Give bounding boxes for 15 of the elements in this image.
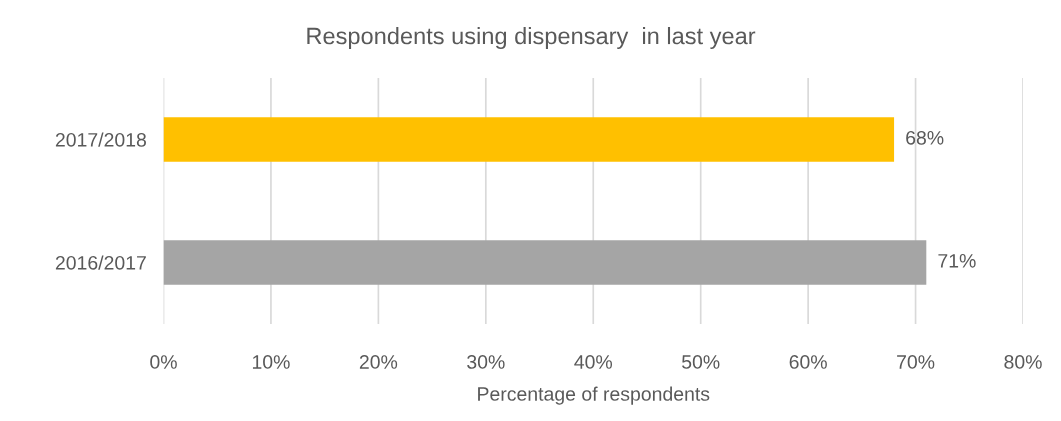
x-tick-label: 60% bbox=[789, 355, 827, 369]
x-tick-label: 10% bbox=[252, 355, 290, 369]
x-tick-label: 80% bbox=[1004, 355, 1042, 369]
x-tick-label: 40% bbox=[574, 355, 613, 369]
y-tick-label: 2017/2018 bbox=[55, 132, 146, 147]
data-label: 71% bbox=[938, 254, 976, 268]
x-tick-label: 50% bbox=[682, 355, 720, 369]
y-tick-label: 2016/2017 bbox=[55, 255, 146, 270]
data-label: 68% bbox=[906, 130, 944, 145]
chart-title: Respondents using dispensary in last year bbox=[307, 27, 756, 49]
x-tick-label: 20% bbox=[359, 355, 398, 369]
x-tick-label: 30% bbox=[467, 355, 505, 369]
x-axis-title: Percentage of respondents bbox=[478, 386, 710, 405]
x-tick-label: 70% bbox=[897, 355, 935, 369]
x-tick-label: 0% bbox=[150, 355, 177, 369]
